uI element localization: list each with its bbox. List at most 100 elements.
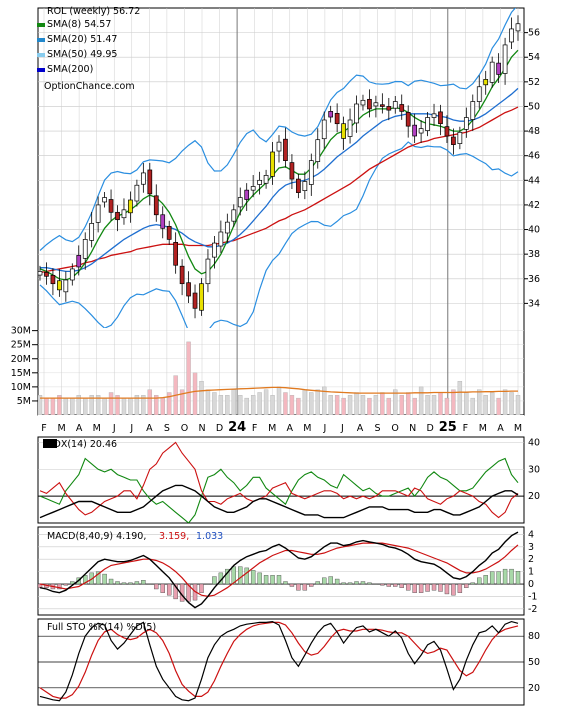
candle-body (496, 62, 501, 75)
macd-hist-bar (418, 583, 424, 593)
macd-hist-bar (289, 583, 295, 587)
candle-body (483, 79, 489, 86)
macd-hist-bar (238, 566, 243, 585)
macd-histogram (38, 566, 521, 602)
x-tick-label: A (357, 423, 364, 434)
macd-hist-bar (166, 583, 172, 596)
price-tick-label: 42 (528, 200, 540, 211)
price-panel (37, 7, 525, 416)
candle-body (173, 241, 179, 266)
x-tick-label: 25 (439, 420, 457, 435)
price-tick-label: 48 (528, 126, 540, 137)
macd-hist-bar (302, 583, 308, 591)
macd-hist-bar (315, 581, 320, 585)
macd-hist-bar (283, 581, 288, 585)
volume-bar (412, 397, 417, 415)
price-tick-label: 56 (528, 28, 540, 39)
sto-tick-label: 50 (528, 657, 540, 668)
macd-hist-bar (360, 581, 366, 585)
x-tick-label: N (198, 423, 205, 434)
volume-bar (438, 392, 443, 415)
candle-body (328, 111, 334, 118)
sto-tick-label: 20 (528, 683, 540, 694)
candle-body (237, 197, 243, 208)
volume-bar (347, 395, 353, 415)
x-tick-label: O (391, 423, 398, 434)
macd-hist-bar (502, 568, 508, 585)
candle-body (418, 128, 424, 134)
macd-hist-bar (108, 578, 114, 585)
candle-body (431, 113, 437, 118)
x-tick-label: 24 (228, 420, 246, 435)
x-tick-label: A (287, 423, 294, 434)
macd-hist-bar (380, 583, 385, 586)
macd-hist-bar (244, 567, 249, 585)
macd-hist-bar (128, 582, 133, 585)
volume-axis: 5M 10M 15M 20M 25M 30M (11, 326, 38, 407)
volume-bar (244, 397, 249, 415)
x-tick-label: M (93, 423, 101, 434)
macd-hist-bar (70, 581, 75, 585)
macd-axis: -2 -101 23 4 (528, 529, 537, 614)
volume-bar (373, 395, 379, 415)
macd-hist-bar (470, 582, 475, 585)
macd-hist-bar (296, 583, 301, 591)
macd-line (39, 531, 519, 609)
candle-body (270, 151, 275, 177)
volume-bar (360, 395, 366, 415)
macd-hist-bar (405, 583, 411, 591)
volume-bar (44, 397, 49, 415)
macd-tick-label: 1 (528, 567, 534, 578)
macd-hist-bar (212, 576, 217, 585)
price-tick-label: 34 (528, 298, 540, 309)
sto-label: Full STO %K(14) %D(5) (47, 622, 156, 633)
macd-hist-bar (515, 571, 521, 585)
macd-hist-bar (347, 582, 353, 585)
volume-bar (186, 341, 191, 415)
macd-panel (37, 526, 525, 616)
adx-minus-di-line (39, 441, 519, 519)
candle-body (373, 102, 379, 107)
candle-body (302, 181, 308, 191)
macd-hist-bar (257, 572, 262, 585)
candle-body (115, 211, 120, 221)
volume-bar (76, 395, 81, 415)
macd-hist-bar (451, 583, 456, 596)
x-tick-label: M (479, 423, 487, 434)
candle-body (244, 189, 250, 200)
volume-bar (418, 386, 424, 415)
volume-bar (102, 397, 107, 415)
price-tick-label: 50 (528, 101, 540, 112)
volume-bar (399, 395, 404, 415)
candle-body (257, 179, 262, 185)
volume-bar (238, 395, 243, 415)
candle-body (192, 292, 198, 309)
volume-bar (276, 386, 282, 415)
volume-bar (477, 389, 482, 415)
macd-hist-bar (386, 583, 392, 587)
sto-d-line (39, 621, 519, 699)
price-tick-label: 36 (528, 274, 540, 285)
adx-axis: 20 30 40 (528, 437, 540, 502)
price-candles (38, 15, 521, 319)
volume-tick-label: 30M (11, 326, 31, 337)
adx-tick-label: 20 (528, 491, 540, 502)
volume-bar (386, 397, 392, 415)
adx-plus-di-line (39, 457, 519, 523)
x-tick-label: J (129, 423, 133, 434)
macd-label: MACD(8,40,9) 4.190, (47, 531, 146, 542)
legend-swatch (37, 53, 45, 57)
volume-bar (70, 397, 75, 415)
x-tick-label: F (252, 423, 257, 434)
candle-body (153, 195, 159, 216)
macd-hist-bar (115, 581, 120, 585)
macd-hist-bar (412, 583, 417, 593)
adx-tick-label: 30 (528, 464, 540, 475)
candle-body (63, 279, 69, 293)
legend-swatch (37, 23, 45, 27)
macd-hist-bar (399, 583, 404, 588)
bollinger-lower-line (39, 141, 519, 328)
volume-bar (470, 397, 475, 415)
macd-hist-bar (121, 582, 127, 585)
candle-body (321, 119, 327, 140)
